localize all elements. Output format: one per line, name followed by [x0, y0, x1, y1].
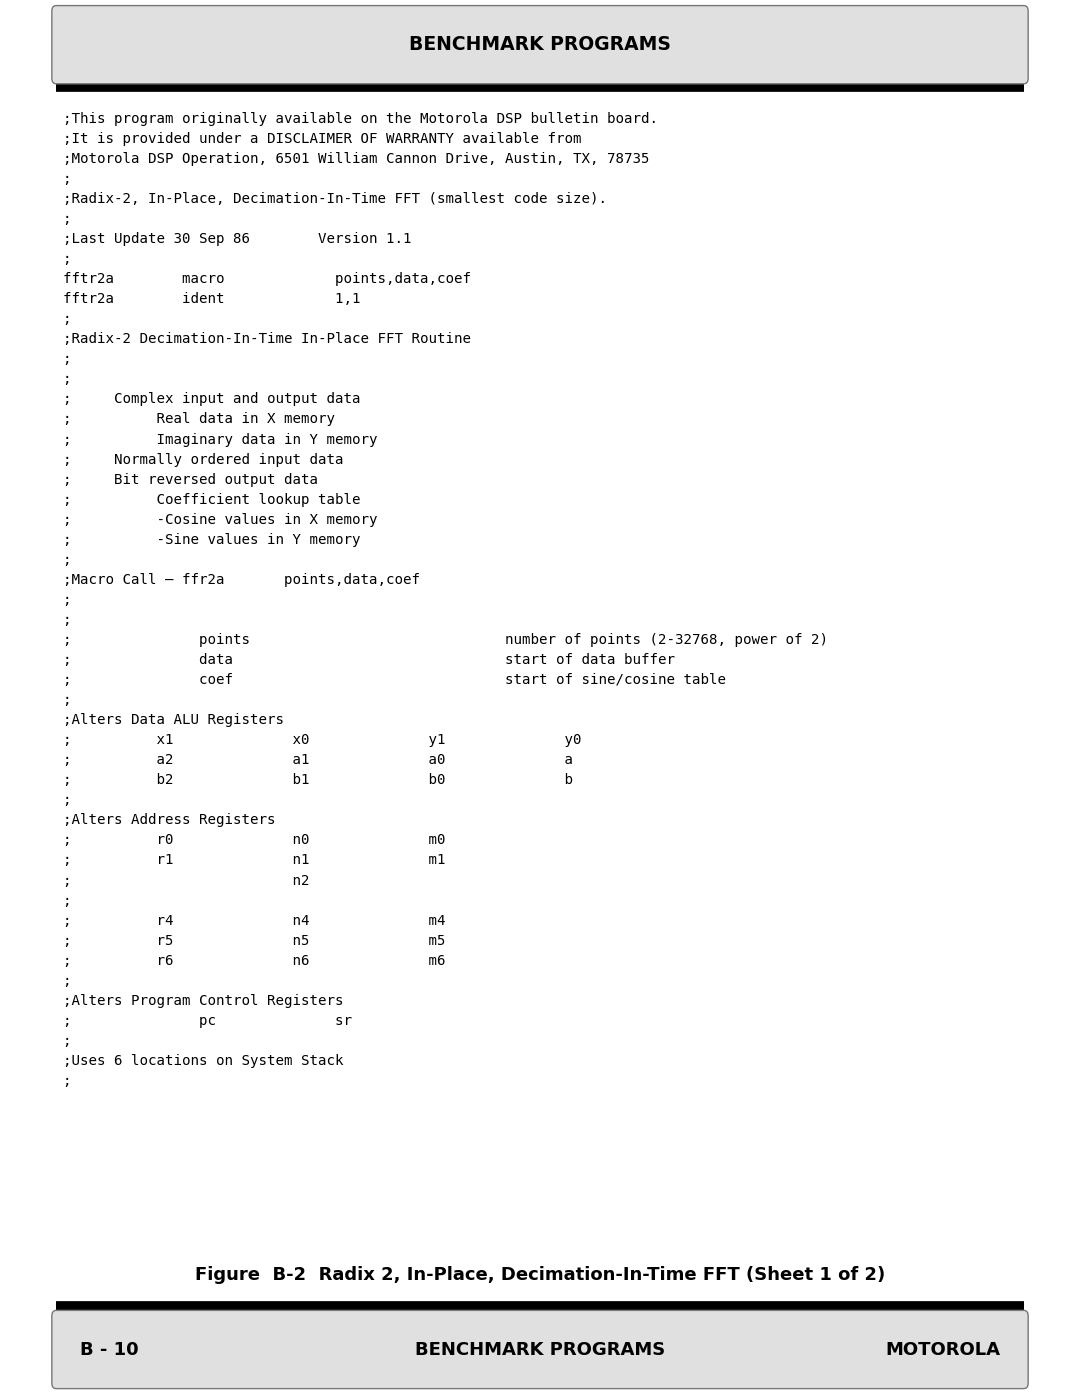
Text: ;     Complex input and output data: ; Complex input and output data — [63, 393, 360, 407]
Text: ;                          n2: ; n2 — [63, 873, 309, 887]
Text: fftr2a        ident             1,1: fftr2a ident 1,1 — [63, 292, 360, 306]
Text: ;          b2              b1              b0              b: ; b2 b1 b0 b — [63, 774, 572, 788]
Text: ;          Imaginary data in Y memory: ; Imaginary data in Y memory — [63, 433, 377, 447]
FancyBboxPatch shape — [52, 1310, 1028, 1389]
Text: ;          r5              n5              m5: ; r5 n5 m5 — [63, 933, 445, 947]
Text: fftr2a        macro             points,data,coef: fftr2a macro points,data,coef — [63, 272, 471, 286]
Text: ;: ; — [63, 1074, 71, 1088]
Text: ;This program originally available on the Motorola DSP bulletin board.: ;This program originally available on th… — [63, 112, 658, 126]
Text: ;: ; — [63, 894, 71, 908]
Text: ;Motorola DSP Operation, 6501 William Cannon Drive, Austin, TX, 78735: ;Motorola DSP Operation, 6501 William Ca… — [63, 152, 649, 166]
Text: ;: ; — [63, 352, 71, 366]
Text: ;: ; — [63, 553, 71, 567]
Text: ;          -Cosine values in X memory: ; -Cosine values in X memory — [63, 513, 377, 527]
Text: ;          r4              n4              m4: ; r4 n4 m4 — [63, 914, 445, 928]
Text: ;Alters Program Control Registers: ;Alters Program Control Registers — [63, 993, 343, 1007]
Text: ;: ; — [63, 312, 71, 327]
Text: ;: ; — [63, 793, 71, 807]
Text: ;: ; — [63, 212, 71, 226]
Text: ;Radix-2 Decimation-In-Time In-Place FFT Routine: ;Radix-2 Decimation-In-Time In-Place FFT… — [63, 332, 471, 346]
Text: ;               pc              sr: ; pc sr — [63, 1014, 352, 1028]
Text: ;               points                              number of points (2-32768, p: ; points number of points (2-32768, p — [63, 633, 827, 647]
Text: ;Alters Address Registers: ;Alters Address Registers — [63, 813, 275, 827]
Text: ;          a2              a1              a0              a: ; a2 a1 a0 a — [63, 753, 572, 767]
Text: BENCHMARK PROGRAMS: BENCHMARK PROGRAMS — [409, 35, 671, 54]
Text: ;          r6              n6              m6: ; r6 n6 m6 — [63, 954, 445, 968]
Text: ;: ; — [63, 974, 71, 988]
Text: ;          r0              n0              m0: ; r0 n0 m0 — [63, 834, 445, 848]
Text: ;     Normally ordered input data: ; Normally ordered input data — [63, 453, 343, 467]
Text: ;: ; — [63, 251, 71, 265]
Text: ;: ; — [63, 693, 71, 707]
Text: ;It is provided under a DISCLAIMER OF WARRANTY available from: ;It is provided under a DISCLAIMER OF WA… — [63, 131, 581, 145]
Text: ;: ; — [63, 373, 71, 387]
Text: ;: ; — [63, 172, 71, 186]
Text: ;          -Sine values in Y memory: ; -Sine values in Y memory — [63, 532, 360, 546]
Text: ;          Real data in X memory: ; Real data in X memory — [63, 412, 335, 426]
Text: BENCHMARK PROGRAMS: BENCHMARK PROGRAMS — [415, 1341, 665, 1358]
Text: ;          Coefficient lookup table: ; Coefficient lookup table — [63, 493, 360, 507]
Text: ;Macro Call — ffr2a       points,data,coef: ;Macro Call — ffr2a points,data,coef — [63, 573, 420, 587]
Text: MOTOROLA: MOTOROLA — [886, 1341, 1000, 1358]
Text: ;               data                                start of data buffer: ; data start of data buffer — [63, 652, 675, 666]
Text: ;Uses 6 locations on System Stack: ;Uses 6 locations on System Stack — [63, 1053, 343, 1067]
Text: B - 10: B - 10 — [80, 1341, 138, 1358]
Text: ;               coef                                start of sine/cosine table: ; coef start of sine/cosine table — [63, 673, 726, 687]
Text: ;: ; — [63, 592, 71, 606]
Text: Figure  B-2  Radix 2, In-Place, Decimation-In-Time FFT (Sheet 1 of 2): Figure B-2 Radix 2, In-Place, Decimation… — [194, 1267, 886, 1284]
Text: ;: ; — [63, 1034, 71, 1048]
Text: ;          x1              x0              y1              y0: ; x1 x0 y1 y0 — [63, 733, 581, 747]
Text: ;: ; — [63, 613, 71, 627]
Text: ;Last Update 30 Sep 86        Version 1.1: ;Last Update 30 Sep 86 Version 1.1 — [63, 232, 411, 246]
FancyBboxPatch shape — [52, 6, 1028, 84]
Text: ;Radix-2, In-Place, Decimation-In-Time FFT (smallest code size).: ;Radix-2, In-Place, Decimation-In-Time F… — [63, 191, 607, 205]
Text: ;          r1              n1              m1: ; r1 n1 m1 — [63, 854, 445, 868]
Text: ;Alters Data ALU Registers: ;Alters Data ALU Registers — [63, 712, 284, 728]
Text: ;     Bit reversed output data: ; Bit reversed output data — [63, 472, 318, 486]
